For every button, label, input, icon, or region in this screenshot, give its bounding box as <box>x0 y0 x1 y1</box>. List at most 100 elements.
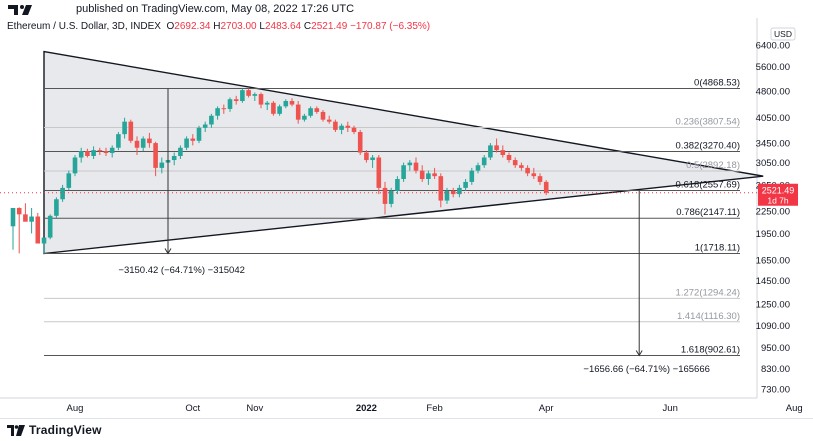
fib-level-label: 1.414(1116.30) <box>677 311 740 322</box>
candle-body <box>184 138 189 148</box>
candle-body <box>469 170 475 182</box>
high-label: H <box>213 21 221 32</box>
symbol-legend: Ethereum / U.S. Dollar, 3D, INDEX O2692.… <box>7 21 430 32</box>
candle-body <box>426 173 431 180</box>
measure-label: −3150.42 (−64.71%) −315042 <box>118 265 245 276</box>
candle-body <box>66 173 72 188</box>
y-tick-label: 1650.00 <box>756 255 790 266</box>
measure-arrowhead <box>635 350 643 357</box>
candle-body <box>215 108 220 116</box>
candle-body <box>376 157 382 188</box>
y-tick-label: 1450.00 <box>756 276 790 287</box>
candle-body <box>320 111 326 120</box>
candle-body <box>10 207 16 227</box>
y-tick-label: 5600.00 <box>756 62 790 73</box>
candle-body <box>227 99 233 109</box>
candle-body <box>401 165 406 180</box>
last-price-countdown: 1d 7h <box>767 196 789 206</box>
candle-body <box>178 147 183 156</box>
fib-level-label: 0.5(2892.18) <box>686 160 740 171</box>
candle-body <box>419 170 425 180</box>
candle-body <box>295 104 301 120</box>
fib-level-label: 1.272(1294.24) <box>676 287 740 298</box>
fib-level-label: 0(4868.53) <box>694 78 740 89</box>
last-price-value: 2521.49 <box>762 186 795 196</box>
chart-canvas[interactable]: 0(4868.53) 0.236(3807.54) 0.382(3270.40) 0.… <box>0 18 813 418</box>
x-tick-label: 2022 <box>356 403 377 414</box>
candle-body <box>308 108 313 116</box>
candle-body <box>85 151 90 156</box>
candle-body <box>171 155 177 161</box>
tradingview-brand[interactable]: TradingView <box>29 423 102 437</box>
candle-body <box>147 138 152 144</box>
candle-body <box>190 138 196 141</box>
candle-body <box>277 106 282 114</box>
candle-body <box>475 165 481 171</box>
candle-body <box>512 160 518 166</box>
candle-body <box>388 190 394 204</box>
y-tick-label: 3050.00 <box>756 158 790 169</box>
candle-body <box>314 108 320 112</box>
candle-body <box>450 190 456 195</box>
x-tick-label: Aug <box>67 403 84 414</box>
candle-body <box>413 162 419 171</box>
y-tick-label: 830.00 <box>761 364 790 375</box>
change-value: −170.87 (−6.35%) <box>350 21 431 32</box>
candle-body <box>494 145 499 151</box>
footer-bar: TradingView <box>0 418 813 441</box>
y-tick-label: 1250.00 <box>756 299 790 310</box>
candle-body <box>438 176 444 201</box>
candle-body <box>258 94 264 105</box>
candle-body <box>159 162 165 168</box>
open-label: O <box>166 21 175 32</box>
chart-area[interactable]: 0(4868.53) 0.236(3807.54) 0.382(3270.40) 0.… <box>0 18 813 418</box>
candle-body <box>432 173 437 177</box>
candle-body <box>382 187 388 204</box>
y-tick-label: 6400.00 <box>756 41 790 52</box>
candle-body <box>41 237 47 244</box>
candle-body <box>196 127 202 141</box>
candle-body <box>357 132 363 153</box>
candle-body <box>202 124 208 128</box>
candle-body <box>271 102 276 114</box>
candle-body <box>54 199 59 216</box>
candle-body <box>47 215 53 238</box>
candle-body <box>240 90 245 102</box>
candle-body <box>543 181 549 193</box>
candle-body <box>537 176 543 182</box>
fib-level-label: 0.382(3270.40) <box>676 141 740 152</box>
candle-body <box>364 152 369 161</box>
last-price-tag-box <box>758 183 798 206</box>
tradingview-footer-logo-icon[interactable] <box>7 425 25 436</box>
candle-body <box>246 90 251 96</box>
high-value: 2703.00 <box>220 21 257 32</box>
candle-body <box>488 145 493 158</box>
y-tick-label: 1090.00 <box>756 321 790 332</box>
y-tick-label: 4050.00 <box>756 113 790 124</box>
fib-level-label: 0.236(3807.54) <box>676 116 740 127</box>
close-value: 2521.49 <box>311 21 348 32</box>
candle-body <box>326 119 332 122</box>
candle-body <box>500 150 506 156</box>
currency-badge: USD <box>770 27 796 41</box>
fib-level-label: 1(1718.11) <box>695 243 740 254</box>
x-tick-label: Oct <box>185 403 200 414</box>
candle-body <box>140 138 146 148</box>
candle-body <box>370 157 375 161</box>
symbol-title: Ethereum / U.S. Dollar, 3D, INDEX <box>7 21 161 32</box>
candle-body <box>506 155 512 161</box>
y-tick-label: 730.00 <box>761 385 790 396</box>
candle-body <box>351 127 357 133</box>
candle-body <box>72 157 78 174</box>
x-tick-label: Apr <box>539 403 554 414</box>
candle-body <box>109 147 115 154</box>
candle-body <box>134 140 140 148</box>
candle-body <box>302 115 307 120</box>
candle-body <box>78 151 84 158</box>
x-tick-label: Aug <box>786 403 803 414</box>
candle-body <box>264 102 270 105</box>
measure-label: −1656.66 (−64.71%) −165666 <box>583 364 710 375</box>
candle-body <box>97 150 103 152</box>
candle-body <box>29 216 34 222</box>
candle-body <box>525 167 530 174</box>
